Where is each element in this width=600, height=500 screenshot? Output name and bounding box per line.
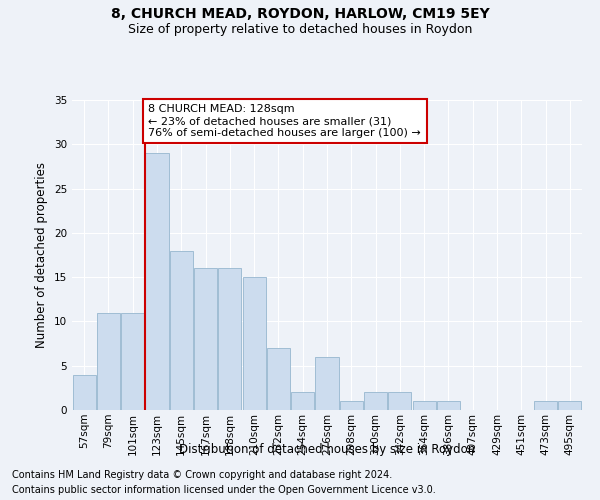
Text: Distribution of detached houses by size in Roydon: Distribution of detached houses by size … <box>179 442 475 456</box>
Text: Size of property relative to detached houses in Roydon: Size of property relative to detached ho… <box>128 22 472 36</box>
Bar <box>364 392 387 410</box>
Y-axis label: Number of detached properties: Number of detached properties <box>35 162 49 348</box>
Text: Contains HM Land Registry data © Crown copyright and database right 2024.: Contains HM Land Registry data © Crown c… <box>12 470 392 480</box>
Bar <box>437 401 460 410</box>
Text: 8 CHURCH MEAD: 128sqm
← 23% of detached houses are smaller (31)
76% of semi-deta: 8 CHURCH MEAD: 128sqm ← 23% of detached … <box>149 104 421 138</box>
Bar <box>121 312 144 410</box>
Bar <box>218 268 241 410</box>
Text: 8, CHURCH MEAD, ROYDON, HARLOW, CM19 5EY: 8, CHURCH MEAD, ROYDON, HARLOW, CM19 5EY <box>110 8 490 22</box>
Bar <box>97 312 120 410</box>
Bar <box>534 401 557 410</box>
Bar <box>291 392 314 410</box>
Bar <box>316 357 338 410</box>
Bar <box>388 392 412 410</box>
Bar <box>242 277 266 410</box>
Bar <box>340 401 363 410</box>
Bar <box>73 374 95 410</box>
Bar <box>145 153 169 410</box>
Bar <box>413 401 436 410</box>
Bar <box>559 401 581 410</box>
Bar <box>194 268 217 410</box>
Text: Contains public sector information licensed under the Open Government Licence v3: Contains public sector information licen… <box>12 485 436 495</box>
Bar <box>170 250 193 410</box>
Bar <box>267 348 290 410</box>
